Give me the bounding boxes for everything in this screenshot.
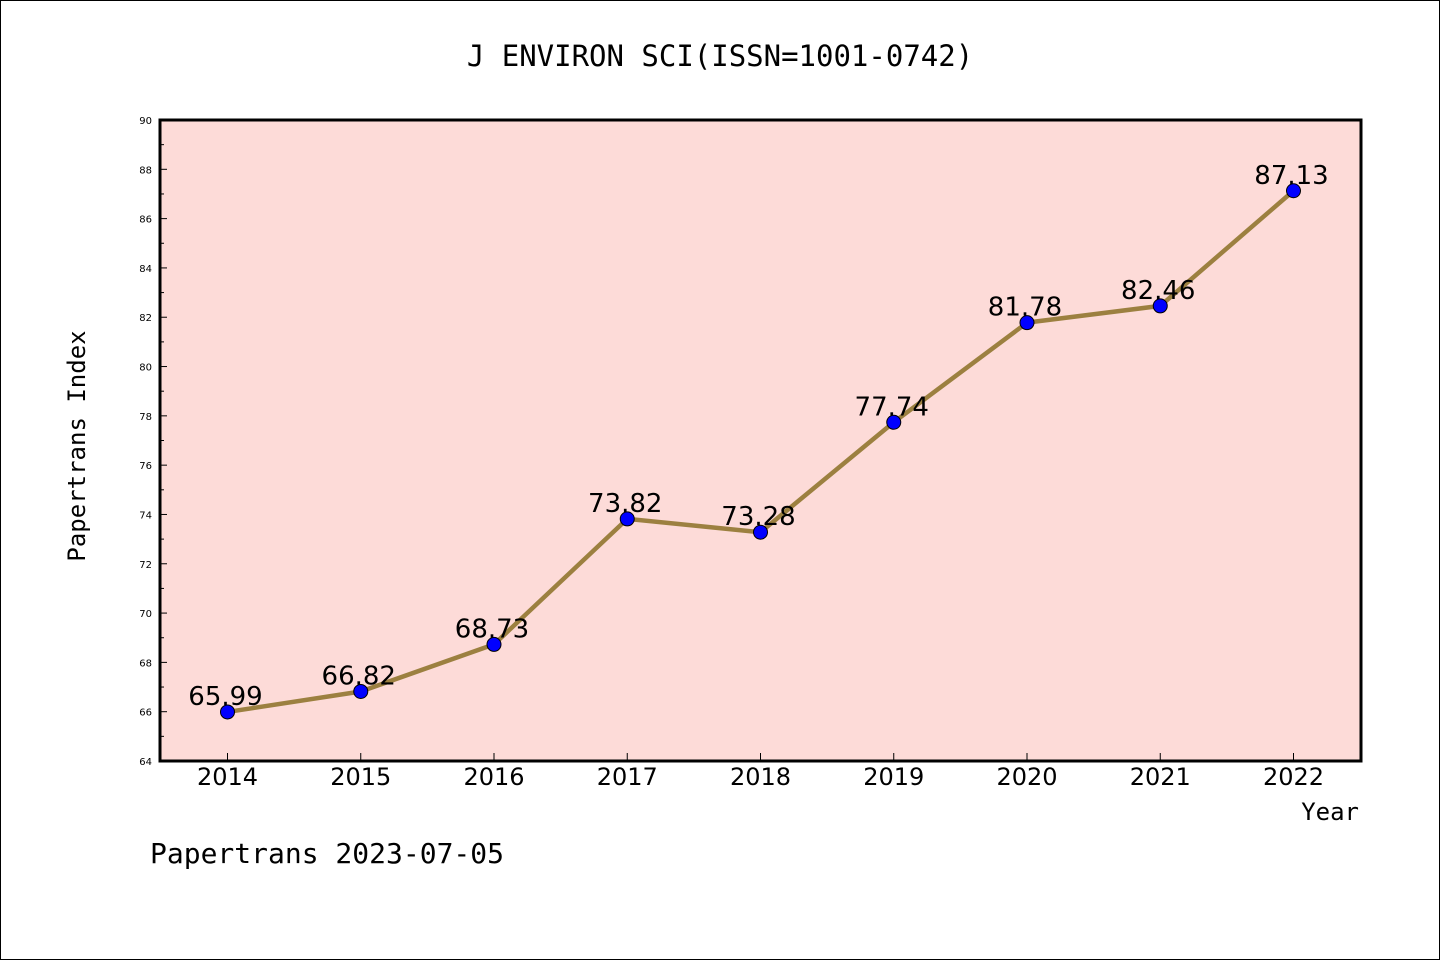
y-tick-label: 80 bbox=[139, 363, 152, 374]
y-tick-label: 64 bbox=[139, 757, 152, 768]
series-markers bbox=[220, 183, 1301, 720]
data-point-marker bbox=[1019, 315, 1035, 331]
y-tick-label: 84 bbox=[139, 264, 152, 275]
x-axis: 2014 2015 2016 2017 2018 2019 2020 2021 2022 bbox=[197, 753, 1324, 791]
x-tick-label: 2015 bbox=[330, 763, 391, 791]
x-tick-label: 2019 bbox=[863, 763, 924, 791]
data-label: 68.73 bbox=[455, 614, 529, 644]
y-tick-label: 78 bbox=[139, 412, 152, 423]
data-label: 73.82 bbox=[588, 489, 662, 519]
data-label: 77.74 bbox=[855, 392, 929, 422]
data-point-marker bbox=[619, 511, 635, 527]
data-point-marker bbox=[220, 704, 235, 720]
chart-title: J ENVIRON SCI(ISSN=1001-0742) bbox=[467, 39, 973, 73]
y-tick-label: 88 bbox=[139, 165, 152, 176]
y-tick-label: 68 bbox=[139, 658, 152, 669]
x-tick-label: 2017 bbox=[597, 763, 658, 791]
y-tick-label: 86 bbox=[139, 215, 152, 226]
y-tick-label: 66 bbox=[139, 708, 152, 719]
y-tick-label: 82 bbox=[139, 313, 152, 324]
data-label: 87.13 bbox=[1254, 161, 1328, 191]
y-tick-label: 72 bbox=[139, 560, 152, 571]
plot-area bbox=[158, 118, 1363, 763]
y-tick-label: 74 bbox=[139, 510, 152, 521]
data-label: 82.46 bbox=[1121, 276, 1195, 306]
x-axis-label: Year bbox=[1301, 798, 1359, 826]
x-tick-label: 2022 bbox=[1263, 763, 1324, 791]
data-label: 81.78 bbox=[988, 293, 1062, 323]
y-axis-label: Papertrans Index bbox=[63, 330, 91, 561]
data-point-marker bbox=[1152, 298, 1168, 314]
y-axis: 64 66 68 70 72 74 76 78 80 82 84 86 88 90 bbox=[139, 116, 167, 768]
x-tick-label: 2014 bbox=[197, 763, 258, 791]
data-point-marker bbox=[753, 524, 768, 540]
footer-date: Papertrans 2023-07-05 bbox=[150, 837, 504, 870]
data-point-marker bbox=[886, 414, 902, 430]
data-label: 73.28 bbox=[721, 502, 795, 532]
y-tick-label: 70 bbox=[139, 609, 152, 620]
data-labels: 65.99 66.82 68.73 73.82 73.28 77.74 81.78 82.46… bbox=[188, 161, 1328, 712]
data-point-marker bbox=[1286, 183, 1301, 199]
y-tick-label: 90 bbox=[139, 116, 152, 127]
data-point-marker bbox=[353, 683, 369, 699]
x-tick-label: 2016 bbox=[463, 763, 524, 791]
data-label: 65.99 bbox=[188, 682, 262, 712]
data-label: 66.82 bbox=[322, 661, 396, 691]
y-tick-label: 76 bbox=[139, 461, 152, 472]
x-tick-label: 2018 bbox=[730, 763, 791, 791]
x-tick-label: 2020 bbox=[996, 763, 1057, 791]
data-point-marker bbox=[486, 636, 502, 652]
x-tick-label: 2021 bbox=[1130, 763, 1191, 791]
